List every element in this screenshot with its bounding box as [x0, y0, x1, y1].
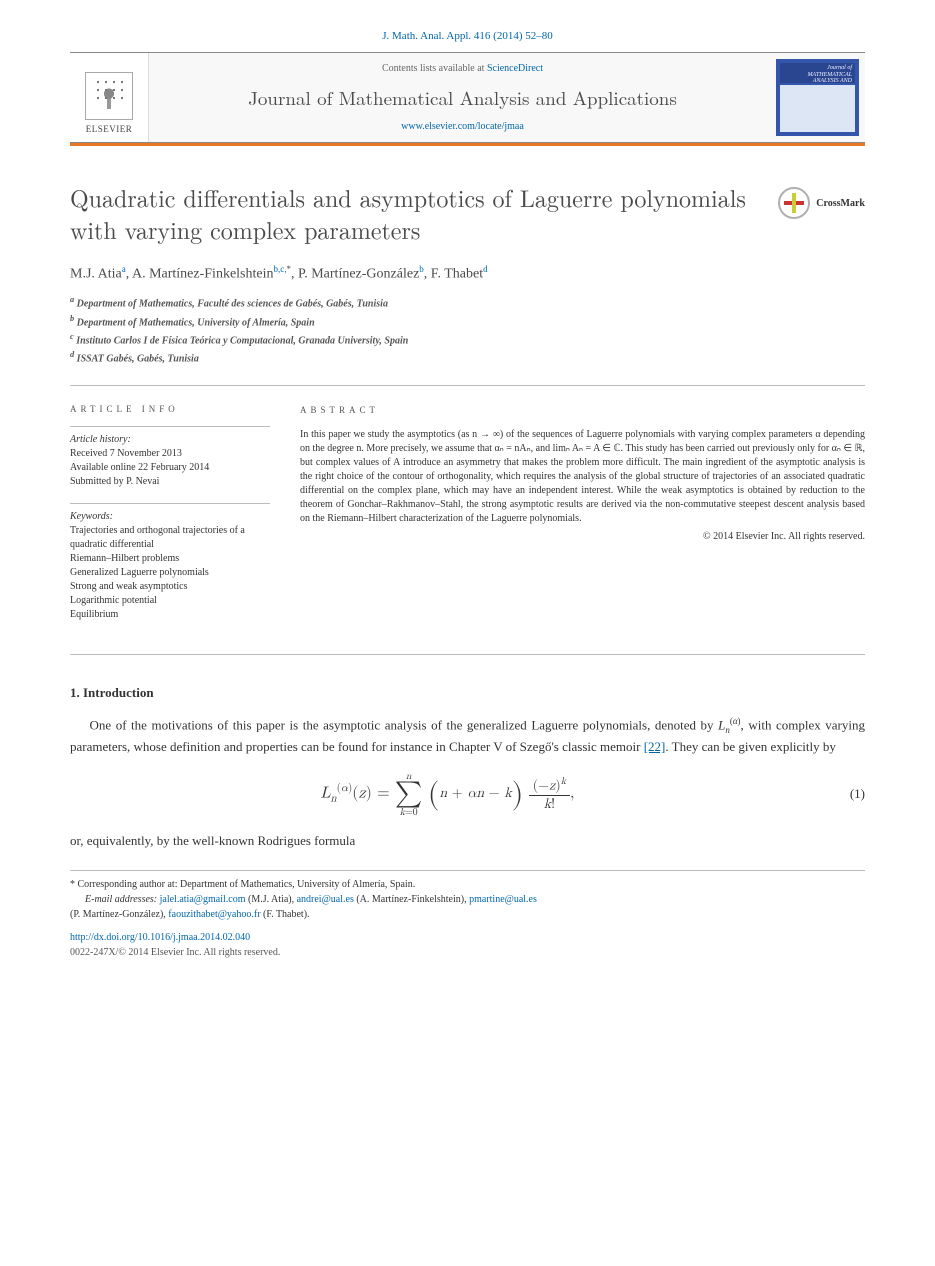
keywords-label: Keywords:: [70, 510, 270, 524]
article-history: Article history: Received 7 November 201…: [70, 426, 270, 489]
article-info-column: article info Article history: Received 7…: [70, 404, 270, 636]
author-4: F. Thabet: [431, 266, 483, 281]
equation-1-row: Ln(α)(z) = n∑k=0 (n + αn − k) (−z)kk!, (…: [70, 771, 865, 817]
equation-1: Ln(α)(z) = n∑k=0 (n + αn − k) (−z)kk!,: [70, 771, 825, 817]
affiliation-a: a Department of Mathematics, Faculté des…: [70, 294, 865, 311]
author-2-star[interactable]: *: [287, 264, 292, 274]
author-3: P. Martínez-González: [298, 266, 419, 281]
keyword: Logarithmic potential: [70, 594, 270, 608]
crossmark-label: CrossMark: [816, 198, 865, 209]
corresponding-text: Corresponding author at: Department of M…: [78, 879, 416, 890]
footnotes: * Corresponding author at: Department of…: [70, 870, 865, 960]
affiliations: a Department of Mathematics, Faculté des…: [70, 294, 865, 366]
ref-22-link[interactable]: [22]: [644, 739, 666, 754]
crossmark-button[interactable]: CrossMark: [778, 187, 865, 219]
email-3[interactable]: pmartine@ual.es: [469, 894, 537, 905]
affiliation-d: d ISSAT Gabés, Gabés, Tunisia: [70, 349, 865, 366]
journal-reference: J. Math. Anal. Appl. 416 (2014) 52–80: [70, 30, 865, 42]
submitted-by: Submitted by P. Nevai: [70, 475, 270, 489]
issn-line: 0022-247X/© 2014 Elsevier Inc. All right…: [70, 945, 865, 960]
section-1-p2: or, equivalently, by the well-known Rodr…: [70, 831, 865, 851]
email-1-name: (M.J. Atia),: [248, 894, 294, 905]
doi-link[interactable]: http://dx.doi.org/10.1016/j.jmaa.2014.02…: [70, 930, 865, 945]
abstract-copyright: © 2014 Elsevier Inc. All rights reserved…: [300, 530, 865, 544]
aff-c-text: Instituto Carlos I de Física Teórica y C…: [76, 335, 408, 346]
elsevier-label: ELSEVIER: [86, 124, 133, 134]
article-info-heading: article info: [70, 404, 270, 414]
affiliation-c: c Instituto Carlos I de Física Teórica y…: [70, 331, 865, 348]
email-2[interactable]: andrei@ual.es: [297, 894, 354, 905]
elsevier-tree-icon: [85, 72, 133, 120]
author-1-aff[interactable]: a: [122, 264, 126, 274]
cover-body: [780, 85, 855, 132]
section-1-heading: 1. Introduction: [70, 685, 865, 701]
author-2: A. Martínez-Finkelshtein: [132, 266, 274, 281]
aff-d-text: ISSAT Gabés, Gabés, Tunisia: [77, 354, 199, 365]
authors-line: M.J. Atiaa, A. Martínez-Finkelshteinb,c,…: [70, 264, 865, 283]
affiliation-b: b Department of Mathematics, University …: [70, 313, 865, 330]
author-2-aff[interactable]: b,c,: [274, 264, 287, 274]
keyword: Generalized Laguerre polynomials: [70, 566, 270, 580]
contents-line: Contents lists available at ScienceDirec…: [382, 63, 543, 74]
author-1: M.J. Atia: [70, 266, 122, 281]
corresponding-footnote: * Corresponding author at: Department of…: [70, 877, 865, 892]
keyword: Equilibrium: [70, 608, 270, 622]
abstract-text: In this paper we study the asymptotics (…: [300, 428, 865, 526]
intro-p1c: . They can be given explicitly by: [665, 739, 836, 754]
elsevier-logo[interactable]: ELSEVIER: [70, 53, 149, 142]
online-date: Available online 22 February 2014: [70, 461, 270, 475]
author-3-aff[interactable]: b: [419, 264, 424, 274]
email-1[interactable]: jalel.atia@gmail.com: [160, 894, 246, 905]
aff-a-text: Department of Mathematics, Faculté des s…: [77, 299, 388, 310]
locate-link[interactable]: www.elsevier.com/locate/jmaa: [401, 121, 524, 132]
journal-title: Journal of Mathematical Analysis and App…: [248, 84, 677, 111]
emails-line: E-mail addresses: jalel.atia@gmail.com (…: [70, 892, 865, 907]
history-label: Article history:: [70, 433, 270, 447]
keyword: Trajectories and orthogonal trajectories…: [70, 524, 270, 552]
contents-prefix: Contents lists available at: [382, 63, 487, 74]
equation-1-number: (1): [825, 786, 865, 802]
email-2-name: (A. Martínez-Finkelshtein),: [356, 894, 466, 905]
emails-line-2: (P. Martínez-González), faouzithabet@yah…: [70, 907, 865, 922]
author-4-aff[interactable]: d: [483, 264, 488, 274]
header-middle: Contents lists available at ScienceDirec…: [149, 53, 776, 142]
email-4-name: (F. Thabet).: [263, 909, 310, 920]
sciencedirect-link[interactable]: ScienceDirect: [487, 63, 543, 74]
divider: [70, 654, 865, 655]
email-label: E-mail addresses:: [85, 894, 157, 905]
paper-title: Quadratic differentials and asymptotics …: [70, 181, 758, 246]
divider: [70, 385, 865, 386]
cover-title: Journal of MATHEMATICAL ANALYSIS AND APP…: [780, 63, 855, 83]
abstract-column: abstract In this paper we study the asym…: [300, 404, 865, 636]
email-3-name: (P. Martínez-González),: [70, 909, 166, 920]
crossmark-icon: [778, 187, 810, 219]
keyword: Riemann–Hilbert problems: [70, 552, 270, 566]
intro-p1a: One of the motivations of this paper is …: [90, 717, 719, 732]
section-1-body: One of the motivations of this paper is …: [70, 715, 865, 757]
aff-b-text: Department of Mathematics, University of…: [77, 317, 315, 328]
abstract-heading: abstract: [300, 404, 865, 417]
keywords-block: Keywords: Trajectories and orthogonal tr…: [70, 503, 270, 622]
orange-divider: [70, 143, 865, 146]
journal-cover-thumbnail[interactable]: Journal of MATHEMATICAL ANALYSIS AND APP…: [776, 59, 859, 136]
journal-header: ELSEVIER Contents lists available at Sci…: [70, 52, 865, 143]
email-4[interactable]: faouzithabet@yahoo.fr: [168, 909, 260, 920]
received-date: Received 7 November 2013: [70, 447, 270, 461]
keyword: Strong and weak asymptotics: [70, 580, 270, 594]
